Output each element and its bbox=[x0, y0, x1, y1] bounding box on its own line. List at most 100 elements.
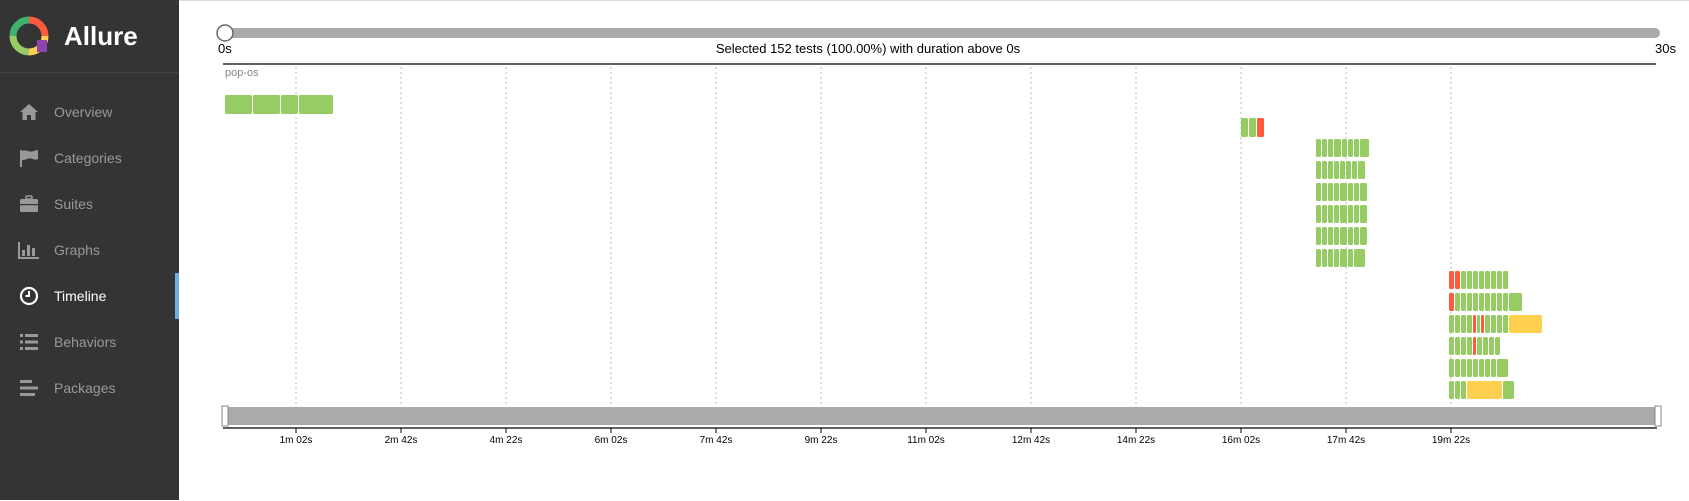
test-result-bar[interactable] bbox=[1322, 161, 1327, 179]
test-result-bar[interactable] bbox=[1461, 315, 1466, 333]
test-result-bar[interactable] bbox=[1328, 249, 1333, 267]
test-result-bar[interactable] bbox=[1348, 249, 1353, 267]
nav-item-overview[interactable]: Overview bbox=[0, 89, 179, 135]
test-result-bar[interactable] bbox=[1316, 161, 1321, 179]
brush-handle-right[interactable] bbox=[1654, 405, 1662, 427]
test-result-bar[interactable] bbox=[1328, 139, 1333, 157]
test-result-bar[interactable] bbox=[1334, 227, 1339, 245]
test-result-bar[interactable] bbox=[1473, 293, 1478, 311]
test-result-bar[interactable] bbox=[1503, 315, 1508, 333]
test-result-bar[interactable] bbox=[1479, 359, 1484, 377]
test-result-bar[interactable] bbox=[1354, 139, 1359, 157]
nav-item-timeline[interactable]: Timeline bbox=[0, 273, 179, 319]
duration-slider-handle[interactable] bbox=[216, 24, 234, 42]
test-result-bar[interactable] bbox=[1354, 183, 1359, 201]
test-result-bar[interactable] bbox=[1455, 315, 1460, 333]
test-result-bar[interactable] bbox=[1348, 205, 1353, 223]
test-result-bar[interactable] bbox=[1473, 315, 1476, 333]
test-result-bar[interactable] bbox=[1461, 359, 1466, 377]
test-result-bar[interactable] bbox=[1449, 271, 1454, 289]
test-result-bar[interactable] bbox=[1354, 227, 1359, 245]
test-result-bar[interactable] bbox=[1322, 139, 1327, 157]
test-result-bar[interactable] bbox=[1249, 118, 1256, 137]
test-result-bar[interactable] bbox=[1509, 293, 1522, 311]
test-result-bar[interactable] bbox=[253, 95, 280, 114]
test-result-bar[interactable] bbox=[1473, 337, 1476, 355]
test-result-bar[interactable] bbox=[1461, 337, 1466, 355]
test-result-bar[interactable] bbox=[1334, 161, 1339, 179]
test-result-bar[interactable] bbox=[1328, 183, 1333, 201]
test-result-bar[interactable] bbox=[1473, 359, 1478, 377]
test-result-bar[interactable] bbox=[1348, 183, 1353, 201]
test-result-bar[interactable] bbox=[1316, 139, 1321, 157]
test-result-bar[interactable] bbox=[1354, 205, 1359, 223]
test-result-bar[interactable] bbox=[1495, 337, 1500, 355]
brush-handle-left[interactable] bbox=[221, 405, 229, 427]
test-result-bar[interactable] bbox=[1497, 293, 1502, 311]
test-result-bar[interactable] bbox=[1467, 359, 1472, 377]
test-result-bar[interactable] bbox=[1334, 205, 1339, 223]
test-result-bar[interactable] bbox=[1491, 293, 1496, 311]
test-result-bar[interactable] bbox=[1509, 315, 1542, 333]
test-result-bar[interactable] bbox=[1455, 271, 1460, 289]
test-result-bar[interactable] bbox=[1322, 227, 1327, 245]
test-result-bar[interactable] bbox=[1348, 227, 1353, 245]
test-result-bar[interactable] bbox=[1455, 381, 1460, 399]
test-result-bar[interactable] bbox=[1316, 227, 1321, 245]
test-result-bar[interactable] bbox=[1316, 183, 1321, 201]
duration-slider-track[interactable] bbox=[224, 28, 1660, 38]
test-result-bar[interactable] bbox=[1491, 359, 1496, 377]
test-result-bar[interactable] bbox=[1360, 227, 1367, 245]
test-result-bar[interactable] bbox=[1342, 139, 1347, 157]
test-result-bar[interactable] bbox=[1328, 227, 1333, 245]
test-result-bar[interactable] bbox=[1473, 271, 1478, 289]
test-result-bar[interactable] bbox=[1322, 205, 1327, 223]
test-result-bar[interactable] bbox=[1354, 249, 1365, 267]
nav-item-packages[interactable]: Packages bbox=[0, 365, 179, 411]
test-result-bar[interactable] bbox=[1481, 315, 1484, 333]
test-result-bar[interactable] bbox=[1340, 227, 1347, 245]
test-result-bar[interactable] bbox=[1477, 337, 1482, 355]
test-result-bar[interactable] bbox=[1477, 315, 1480, 333]
test-result-bar[interactable] bbox=[1467, 315, 1472, 333]
test-result-bar[interactable] bbox=[1449, 293, 1454, 311]
test-result-bar[interactable] bbox=[1491, 271, 1496, 289]
nav-item-suites[interactable]: Suites bbox=[0, 181, 179, 227]
test-result-bar[interactable] bbox=[1334, 183, 1339, 201]
test-result-bar[interactable] bbox=[1467, 337, 1472, 355]
test-result-bar[interactable] bbox=[1497, 315, 1502, 333]
test-result-bar[interactable] bbox=[1358, 161, 1365, 179]
test-result-bar[interactable] bbox=[299, 95, 333, 114]
test-result-bar[interactable] bbox=[1346, 161, 1351, 179]
test-result-bar[interactable] bbox=[1340, 249, 1347, 267]
test-result-bar[interactable] bbox=[1322, 183, 1327, 201]
test-result-bar[interactable] bbox=[281, 95, 298, 114]
test-result-bar[interactable] bbox=[1360, 139, 1369, 157]
test-result-bar[interactable] bbox=[1489, 337, 1494, 355]
test-result-bar[interactable] bbox=[1497, 359, 1508, 377]
brush-selection[interactable] bbox=[228, 407, 1655, 425]
nav-item-graphs[interactable]: Graphs bbox=[0, 227, 179, 273]
test-result-bar[interactable] bbox=[1467, 293, 1472, 311]
test-result-bar[interactable] bbox=[1352, 161, 1357, 179]
test-result-bar[interactable] bbox=[1348, 139, 1353, 157]
test-result-bar[interactable] bbox=[1503, 271, 1508, 289]
test-result-bar[interactable] bbox=[1316, 205, 1321, 223]
test-result-bar[interactable] bbox=[1503, 293, 1508, 311]
test-result-bar[interactable] bbox=[1334, 249, 1339, 267]
test-result-bar[interactable] bbox=[1449, 337, 1454, 355]
test-result-bar[interactable] bbox=[1467, 271, 1472, 289]
test-result-bar[interactable] bbox=[1449, 359, 1454, 377]
brand[interactable]: Allure bbox=[0, 0, 179, 73]
test-result-bar[interactable] bbox=[1461, 381, 1466, 399]
test-result-bar[interactable] bbox=[1455, 293, 1460, 311]
test-result-bar[interactable] bbox=[1455, 359, 1460, 377]
test-result-bar[interactable] bbox=[225, 95, 252, 114]
test-result-bar[interactable] bbox=[1479, 293, 1484, 311]
test-result-bar[interactable] bbox=[1483, 337, 1488, 355]
test-result-bar[interactable] bbox=[1491, 315, 1496, 333]
test-result-bar[interactable] bbox=[1467, 381, 1502, 399]
test-result-bar[interactable] bbox=[1485, 293, 1490, 311]
test-result-bar[interactable] bbox=[1497, 271, 1502, 289]
test-result-bar[interactable] bbox=[1449, 381, 1454, 399]
